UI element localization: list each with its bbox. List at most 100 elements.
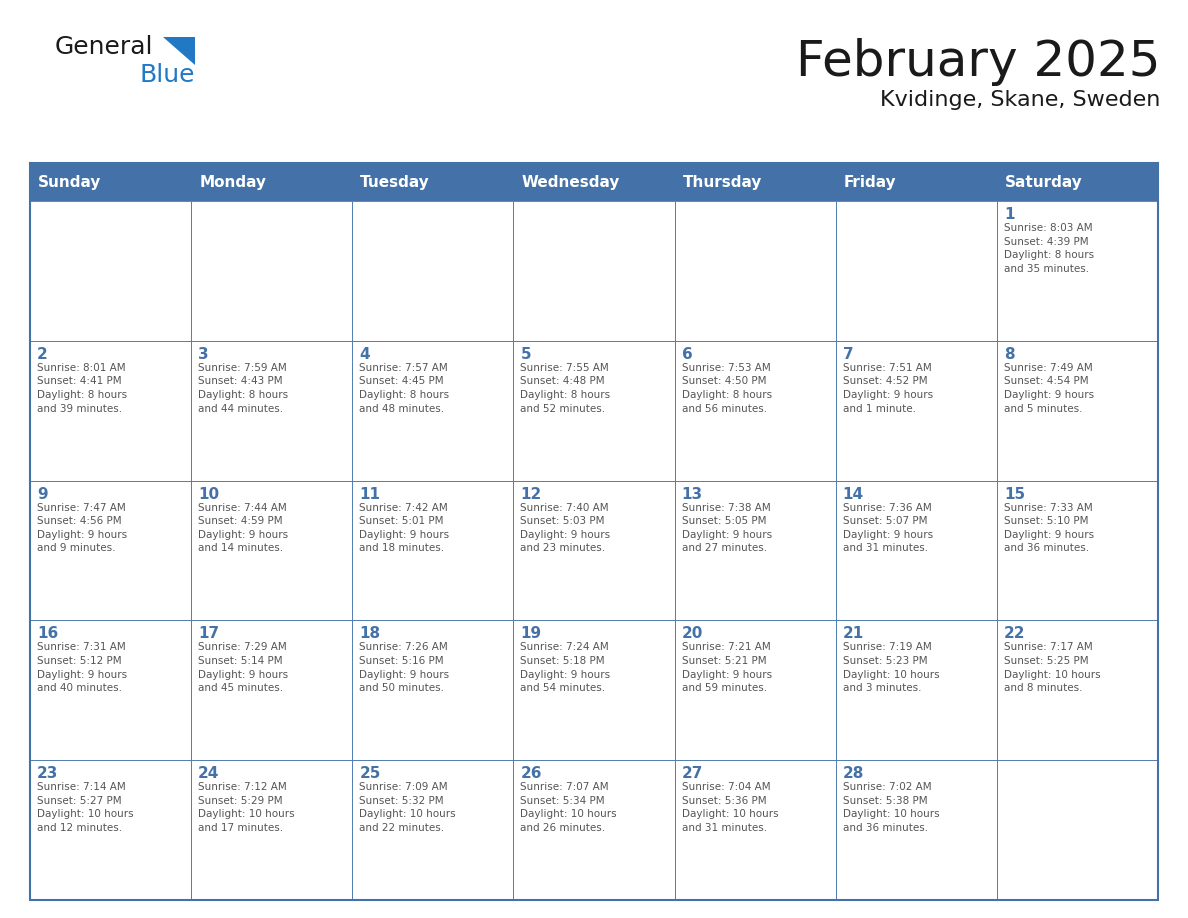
Text: Sunrise: 7:02 AM
Sunset: 5:38 PM
Daylight: 10 hours
and 36 minutes.: Sunrise: 7:02 AM Sunset: 5:38 PM Dayligh… [842, 782, 940, 833]
Text: 18: 18 [359, 626, 380, 642]
Text: 14: 14 [842, 487, 864, 501]
Text: Sunrise: 7:53 AM
Sunset: 4:50 PM
Daylight: 8 hours
and 56 minutes.: Sunrise: 7:53 AM Sunset: 4:50 PM Dayligh… [682, 363, 772, 414]
Text: Sunrise: 7:26 AM
Sunset: 5:16 PM
Daylight: 9 hours
and 50 minutes.: Sunrise: 7:26 AM Sunset: 5:16 PM Dayligh… [359, 643, 449, 693]
Text: Sunrise: 7:40 AM
Sunset: 5:03 PM
Daylight: 9 hours
and 23 minutes.: Sunrise: 7:40 AM Sunset: 5:03 PM Dayligh… [520, 502, 611, 554]
Bar [353, 621, 513, 760]
Bar [353, 201, 513, 341]
Text: 9: 9 [37, 487, 48, 501]
Bar [675, 341, 835, 481]
Text: 24: 24 [198, 767, 220, 781]
Text: 12: 12 [520, 487, 542, 501]
Text: Sunrise: 7:33 AM
Sunset: 5:10 PM
Daylight: 9 hours
and 36 minutes.: Sunrise: 7:33 AM Sunset: 5:10 PM Dayligh… [1004, 502, 1094, 554]
Text: 7: 7 [842, 347, 853, 362]
Text: Sunrise: 7:19 AM
Sunset: 5:23 PM
Daylight: 10 hours
and 3 minutes.: Sunrise: 7:19 AM Sunset: 5:23 PM Dayligh… [842, 643, 940, 693]
Text: 13: 13 [682, 487, 702, 501]
Bar [30, 621, 191, 760]
Text: Sunrise: 7:51 AM
Sunset: 4:52 PM
Daylight: 9 hours
and 1 minute.: Sunrise: 7:51 AM Sunset: 4:52 PM Dayligh… [842, 363, 933, 414]
Bar [835, 621, 997, 760]
Text: Sunrise: 7:38 AM
Sunset: 5:05 PM
Daylight: 9 hours
and 27 minutes.: Sunrise: 7:38 AM Sunset: 5:05 PM Dayligh… [682, 502, 772, 554]
Text: 21: 21 [842, 626, 864, 642]
Bar [835, 201, 997, 341]
Text: Sunrise: 7:17 AM
Sunset: 5:25 PM
Daylight: 10 hours
and 8 minutes.: Sunrise: 7:17 AM Sunset: 5:25 PM Dayligh… [1004, 643, 1100, 693]
Text: Sunrise: 7:57 AM
Sunset: 4:45 PM
Daylight: 8 hours
and 48 minutes.: Sunrise: 7:57 AM Sunset: 4:45 PM Dayligh… [359, 363, 449, 414]
Text: 22: 22 [1004, 626, 1025, 642]
Text: Sunrise: 7:07 AM
Sunset: 5:34 PM
Daylight: 10 hours
and 26 minutes.: Sunrise: 7:07 AM Sunset: 5:34 PM Dayligh… [520, 782, 617, 833]
Bar [30, 760, 191, 900]
Text: 26: 26 [520, 767, 542, 781]
Bar [513, 481, 675, 621]
Text: Sunrise: 7:09 AM
Sunset: 5:32 PM
Daylight: 10 hours
and 22 minutes.: Sunrise: 7:09 AM Sunset: 5:32 PM Dayligh… [359, 782, 456, 833]
Polygon shape [163, 37, 195, 65]
Bar [30, 201, 191, 341]
Bar [353, 760, 513, 900]
Bar [675, 481, 835, 621]
Text: Wednesday: Wednesday [522, 174, 620, 189]
Text: 17: 17 [198, 626, 220, 642]
Text: Sunrise: 7:24 AM
Sunset: 5:18 PM
Daylight: 9 hours
and 54 minutes.: Sunrise: 7:24 AM Sunset: 5:18 PM Dayligh… [520, 643, 611, 693]
Text: Sunrise: 7:55 AM
Sunset: 4:48 PM
Daylight: 8 hours
and 52 minutes.: Sunrise: 7:55 AM Sunset: 4:48 PM Dayligh… [520, 363, 611, 414]
Text: Kvidinge, Skane, Sweden: Kvidinge, Skane, Sweden [879, 90, 1159, 110]
Text: Monday: Monday [200, 174, 266, 189]
Bar [675, 201, 835, 341]
Bar [513, 621, 675, 760]
Bar [835, 760, 997, 900]
Bar [513, 760, 675, 900]
Bar [997, 621, 1158, 760]
Text: 23: 23 [37, 767, 58, 781]
Text: Sunrise: 7:49 AM
Sunset: 4:54 PM
Daylight: 9 hours
and 5 minutes.: Sunrise: 7:49 AM Sunset: 4:54 PM Dayligh… [1004, 363, 1094, 414]
Bar [997, 341, 1158, 481]
Text: Sunrise: 7:14 AM
Sunset: 5:27 PM
Daylight: 10 hours
and 12 minutes.: Sunrise: 7:14 AM Sunset: 5:27 PM Dayligh… [37, 782, 133, 833]
Text: Blue: Blue [140, 63, 196, 87]
Text: Sunrise: 7:29 AM
Sunset: 5:14 PM
Daylight: 9 hours
and 45 minutes.: Sunrise: 7:29 AM Sunset: 5:14 PM Dayligh… [198, 643, 289, 693]
Text: 3: 3 [198, 347, 209, 362]
Bar [191, 481, 353, 621]
Text: Sunrise: 7:04 AM
Sunset: 5:36 PM
Daylight: 10 hours
and 31 minutes.: Sunrise: 7:04 AM Sunset: 5:36 PM Dayligh… [682, 782, 778, 833]
Bar [30, 163, 1158, 900]
Text: 28: 28 [842, 767, 864, 781]
Text: Sunrise: 7:47 AM
Sunset: 4:56 PM
Daylight: 9 hours
and 9 minutes.: Sunrise: 7:47 AM Sunset: 4:56 PM Dayligh… [37, 502, 127, 554]
Text: 25: 25 [359, 767, 380, 781]
Text: February 2025: February 2025 [796, 38, 1159, 86]
Text: 10: 10 [198, 487, 220, 501]
Text: Sunrise: 7:44 AM
Sunset: 4:59 PM
Daylight: 9 hours
and 14 minutes.: Sunrise: 7:44 AM Sunset: 4:59 PM Dayligh… [198, 502, 289, 554]
Text: General: General [55, 35, 153, 59]
Text: Sunrise: 7:31 AM
Sunset: 5:12 PM
Daylight: 9 hours
and 40 minutes.: Sunrise: 7:31 AM Sunset: 5:12 PM Dayligh… [37, 643, 127, 693]
Bar [997, 481, 1158, 621]
Bar [30, 481, 191, 621]
Bar [675, 621, 835, 760]
Text: 1: 1 [1004, 207, 1015, 222]
Bar [191, 760, 353, 900]
Text: 15: 15 [1004, 487, 1025, 501]
Text: 11: 11 [359, 487, 380, 501]
Text: 8: 8 [1004, 347, 1015, 362]
Bar [191, 621, 353, 760]
Text: Friday: Friday [843, 174, 896, 189]
Text: Sunrise: 7:12 AM
Sunset: 5:29 PM
Daylight: 10 hours
and 17 minutes.: Sunrise: 7:12 AM Sunset: 5:29 PM Dayligh… [198, 782, 295, 833]
Text: 27: 27 [682, 767, 703, 781]
Bar [353, 341, 513, 481]
Text: 20: 20 [682, 626, 703, 642]
Text: Thursday: Thursday [683, 174, 762, 189]
Text: Sunrise: 8:03 AM
Sunset: 4:39 PM
Daylight: 8 hours
and 35 minutes.: Sunrise: 8:03 AM Sunset: 4:39 PM Dayligh… [1004, 223, 1094, 274]
Bar [30, 341, 191, 481]
Text: Sunday: Sunday [38, 174, 101, 189]
Bar [513, 341, 675, 481]
Text: Sunrise: 8:01 AM
Sunset: 4:41 PM
Daylight: 8 hours
and 39 minutes.: Sunrise: 8:01 AM Sunset: 4:41 PM Dayligh… [37, 363, 127, 414]
Text: Sunrise: 7:59 AM
Sunset: 4:43 PM
Daylight: 8 hours
and 44 minutes.: Sunrise: 7:59 AM Sunset: 4:43 PM Dayligh… [198, 363, 289, 414]
Text: 4: 4 [359, 347, 369, 362]
Text: Sunrise: 7:36 AM
Sunset: 5:07 PM
Daylight: 9 hours
and 31 minutes.: Sunrise: 7:36 AM Sunset: 5:07 PM Dayligh… [842, 502, 933, 554]
Text: Saturday: Saturday [1005, 174, 1082, 189]
Bar [675, 760, 835, 900]
Bar [835, 481, 997, 621]
Text: 5: 5 [520, 347, 531, 362]
Bar [191, 201, 353, 341]
Text: Sunrise: 7:21 AM
Sunset: 5:21 PM
Daylight: 9 hours
and 59 minutes.: Sunrise: 7:21 AM Sunset: 5:21 PM Dayligh… [682, 643, 772, 693]
Bar [997, 201, 1158, 341]
Text: 6: 6 [682, 347, 693, 362]
Text: 2: 2 [37, 347, 48, 362]
Text: Sunrise: 7:42 AM
Sunset: 5:01 PM
Daylight: 9 hours
and 18 minutes.: Sunrise: 7:42 AM Sunset: 5:01 PM Dayligh… [359, 502, 449, 554]
Text: 16: 16 [37, 626, 58, 642]
Bar [835, 341, 997, 481]
Bar [191, 341, 353, 481]
Bar [513, 201, 675, 341]
